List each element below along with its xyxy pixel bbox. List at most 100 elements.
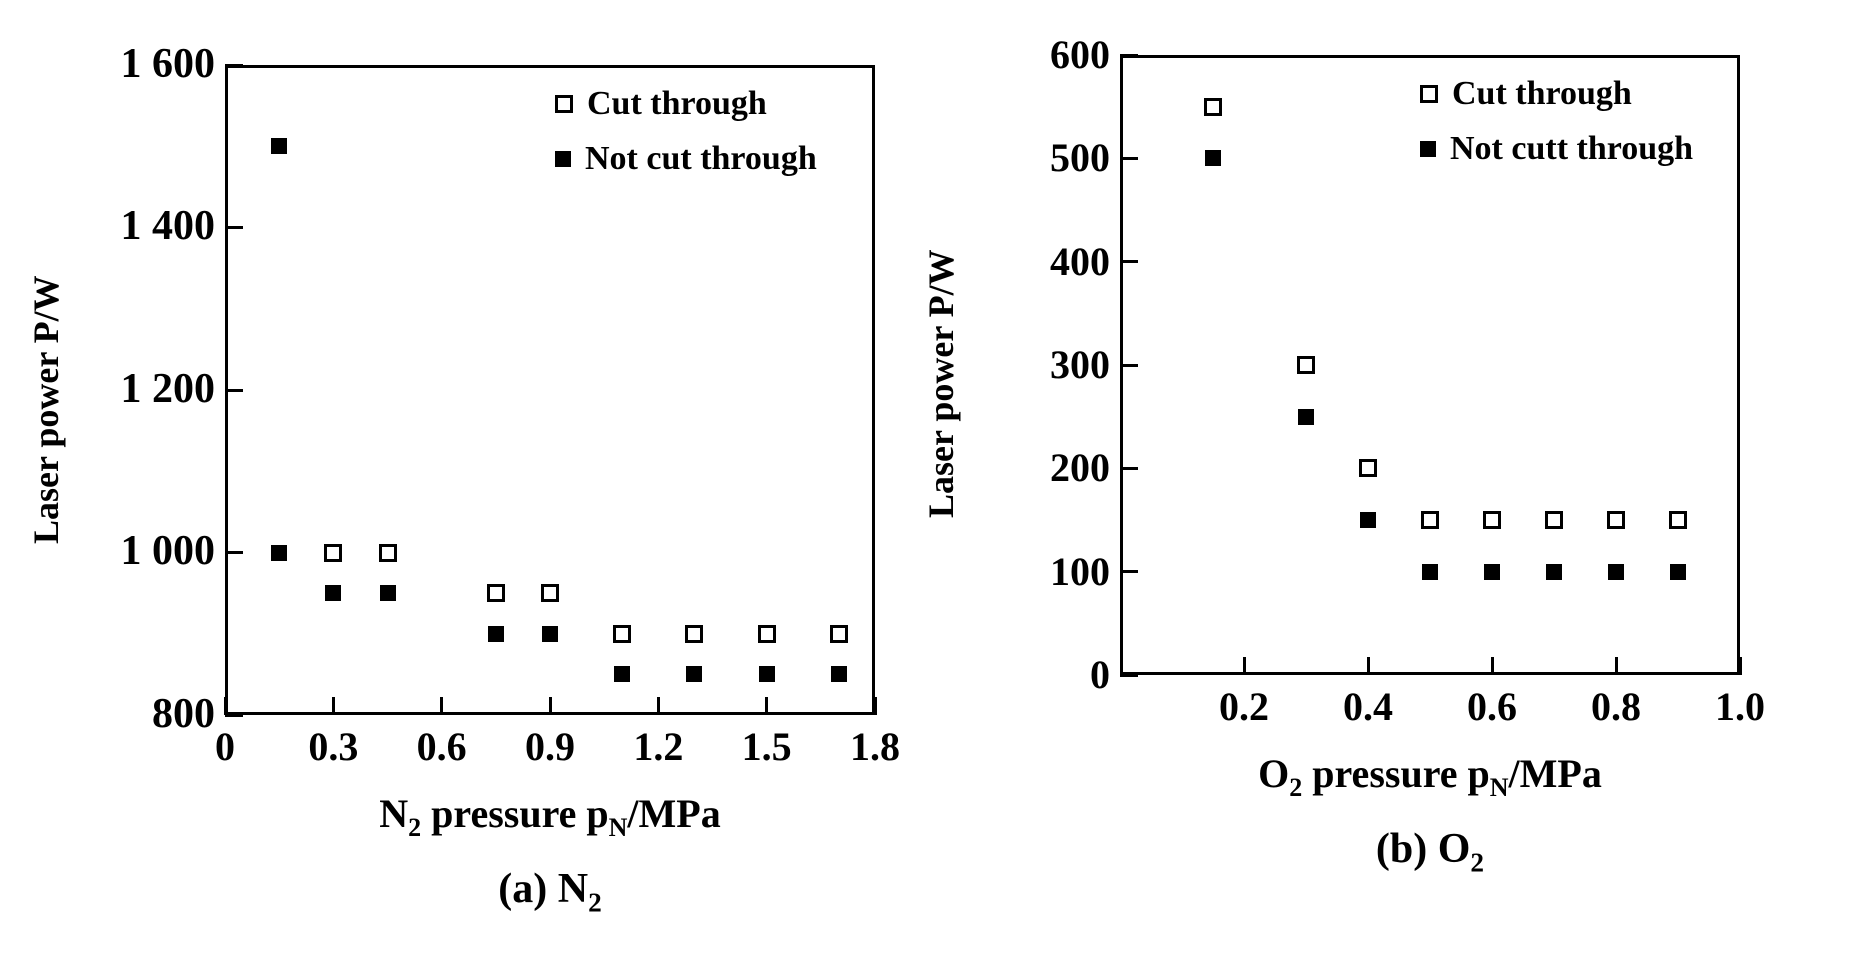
x-tick — [440, 697, 443, 715]
data-point-cut-through — [324, 544, 342, 562]
legend-entry: Cut through — [555, 85, 767, 123]
data-point-cut-through — [1421, 511, 1439, 529]
legend-label: Cut through — [1452, 75, 1632, 113]
y-tick-label: 200 — [960, 444, 1110, 491]
x-axis-label-a: N2 pressure pN/MPa — [225, 790, 875, 843]
data-point-not-cut-through — [1205, 150, 1221, 166]
data-point-cut-through — [1359, 459, 1377, 477]
data-point-not-cut-through — [686, 666, 702, 682]
subcaption-a: (a) N2 — [225, 865, 875, 918]
y-axis-label-a: Laser power P/W — [25, 182, 67, 637]
data-point-not-cut-through — [325, 585, 341, 601]
x-tick-label: 0.8 — [1566, 683, 1666, 730]
open-square-icon — [555, 95, 573, 113]
y-tick — [1120, 467, 1138, 470]
x-tick-label: 0.6 — [392, 723, 492, 770]
data-point-cut-through — [758, 625, 776, 643]
data-point-cut-through — [1669, 511, 1687, 529]
data-point-cut-through — [685, 625, 703, 643]
y-tick-label: 600 — [960, 31, 1110, 78]
y-tick-label: 1 000 — [65, 527, 215, 575]
x-tick-label: 0.9 — [500, 723, 600, 770]
x-tick — [1367, 657, 1370, 675]
subcaption-b: (b) O2 — [1120, 825, 1740, 878]
x-axis-label-b: O2 pressure pN/MPa — [1120, 750, 1740, 803]
data-point-cut-through — [379, 544, 397, 562]
data-point-not-cut-through — [1422, 564, 1438, 580]
data-point-not-cut-through — [1484, 564, 1500, 580]
data-point-cut-through — [1297, 356, 1315, 374]
x-tick — [1243, 657, 1246, 675]
data-point-cut-through — [1607, 511, 1625, 529]
x-tick — [224, 697, 227, 715]
y-axis-label-b: Laser power P/W — [920, 167, 962, 601]
x-tick — [1739, 657, 1742, 675]
legend-label: Not cutt through — [1450, 130, 1693, 168]
filled-square-icon — [1420, 141, 1436, 157]
data-point-cut-through — [613, 625, 631, 643]
y-tick — [225, 389, 243, 392]
legend-label: Cut through — [587, 85, 767, 123]
x-tick — [1491, 657, 1494, 675]
filled-square-icon — [555, 151, 571, 167]
data-point-not-cut-through — [614, 666, 630, 682]
data-point-cut-through — [1483, 511, 1501, 529]
data-point-not-cut-through — [380, 585, 396, 601]
x-tick — [765, 697, 768, 715]
data-point-cut-through — [487, 584, 505, 602]
data-point-cut-through — [1545, 511, 1563, 529]
y-tick-label: 1 400 — [65, 202, 215, 250]
x-tick-label: 1.5 — [717, 723, 817, 770]
x-tick-label: 1.8 — [825, 723, 925, 770]
data-point-not-cut-through — [1608, 564, 1624, 580]
data-point-not-cut-through — [488, 626, 504, 642]
figure-root: Laser power P/W N2 pressure pN/MPa (a) N… — [0, 0, 1850, 973]
x-tick — [874, 697, 877, 715]
y-tick-label: 0 — [960, 651, 1110, 698]
y-tick — [225, 551, 243, 554]
data-point-not-cut-through — [1670, 564, 1686, 580]
data-point-not-cut-through — [271, 545, 287, 561]
legend-entry: Not cutt through — [1420, 130, 1693, 168]
legend-entry: Not cut through — [555, 140, 817, 178]
y-tick — [1120, 364, 1138, 367]
x-tick — [657, 697, 660, 715]
x-tick-label: 0 — [175, 723, 275, 770]
data-point-cut-through — [1204, 98, 1222, 116]
y-tick-label: 500 — [960, 134, 1110, 181]
data-point-not-cut-through — [1298, 409, 1314, 425]
data-point-not-cut-through — [542, 626, 558, 642]
data-point-not-cut-through — [831, 666, 847, 682]
y-tick — [1120, 260, 1138, 263]
x-tick-label: 1.0 — [1690, 683, 1790, 730]
x-tick-label: 0.6 — [1442, 683, 1542, 730]
y-tick-label: 400 — [960, 238, 1110, 285]
x-tick — [549, 697, 552, 715]
x-tick-label: 0.4 — [1318, 683, 1418, 730]
data-point-cut-through — [541, 584, 559, 602]
y-tick — [225, 64, 243, 67]
y-tick-label: 1 200 — [65, 365, 215, 413]
data-point-not-cut-through — [759, 666, 775, 682]
y-tick — [1120, 674, 1138, 677]
y-tick — [1120, 54, 1138, 57]
data-point-not-cut-through — [271, 138, 287, 154]
y-tick — [1120, 157, 1138, 160]
data-point-not-cut-through — [1360, 512, 1376, 528]
open-square-icon — [1420, 85, 1438, 103]
data-point-cut-through — [830, 625, 848, 643]
y-tick — [225, 714, 243, 717]
y-tick — [1120, 570, 1138, 573]
x-tick-label: 1.2 — [608, 723, 708, 770]
y-tick-label: 100 — [960, 548, 1110, 595]
legend-label: Not cut through — [585, 140, 817, 178]
legend-entry: Cut through — [1420, 75, 1632, 113]
x-tick — [332, 697, 335, 715]
y-tick — [225, 226, 243, 229]
data-point-not-cut-through — [1546, 564, 1562, 580]
y-tick-label: 1 600 — [65, 40, 215, 88]
y-tick-label: 300 — [960, 341, 1110, 388]
x-tick — [1615, 657, 1618, 675]
x-tick-label: 0.3 — [283, 723, 383, 770]
x-tick-label: 0.2 — [1194, 683, 1294, 730]
